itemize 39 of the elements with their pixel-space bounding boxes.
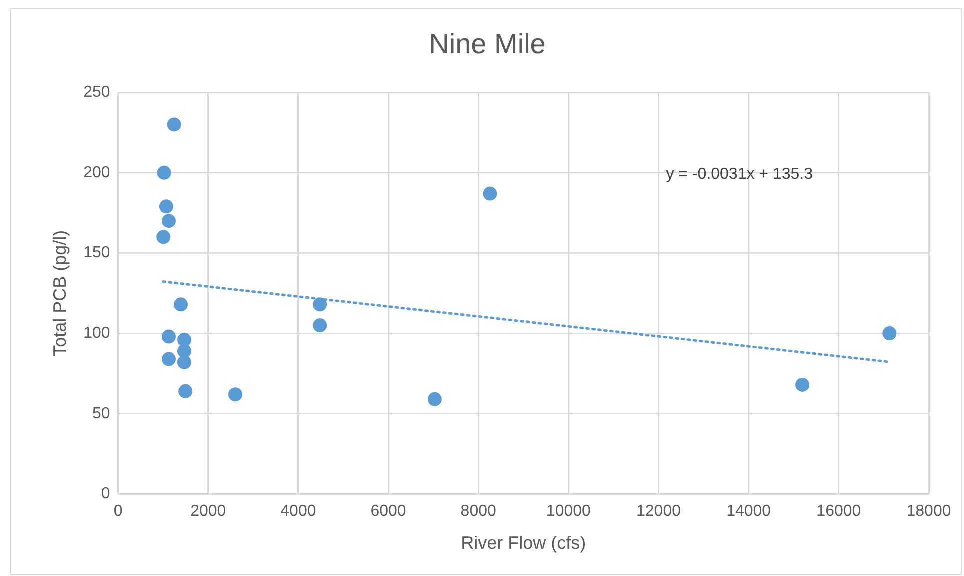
- y-axis-title: Total PCB (pg/l): [50, 230, 70, 356]
- y-tick-label: 0: [101, 486, 110, 503]
- x-tick-label: 14000: [726, 503, 772, 520]
- chart-title: Nine Mile: [429, 28, 546, 60]
- x-axis-title: River Flow (cfs): [461, 533, 586, 554]
- y-tick-label: 250: [84, 84, 110, 102]
- point: [428, 392, 442, 406]
- annotation: y = -0.0031x + 135.3: [666, 166, 814, 184]
- x-tick-label: 4000: [280, 503, 316, 520]
- y-tick-label: 100: [84, 324, 110, 342]
- point: [178, 332, 192, 347]
- point: [159, 200, 174, 214]
- x-tick-label: 10000: [546, 503, 592, 520]
- point: [174, 298, 188, 312]
- x-tick-label: 8000: [460, 503, 497, 520]
- point: [313, 318, 328, 333]
- point: [178, 355, 192, 370]
- point: [156, 230, 171, 244]
- point: [796, 378, 810, 392]
- x-tick-label: 18000: [906, 503, 952, 520]
- x-tick-label: 6000: [370, 503, 406, 520]
- point: [228, 388, 242, 402]
- y-tick-label: 50: [92, 405, 110, 422]
- point: [178, 344, 192, 358]
- point: [157, 166, 172, 180]
- point: [178, 384, 193, 398]
- x-tick-label: 12000: [636, 503, 682, 520]
- x-tick-label: 16000: [816, 503, 862, 520]
- y-tick-label: 150: [84, 244, 110, 262]
- point: [882, 326, 897, 341]
- point: [313, 298, 328, 312]
- point: [167, 118, 182, 132]
- point: [162, 330, 176, 344]
- y-tick-label: 200: [84, 164, 110, 182]
- x-tick-label: 2000: [190, 503, 226, 520]
- point: [483, 186, 498, 201]
- point: [162, 214, 176, 228]
- point: [162, 352, 176, 366]
- x-tick-label: 0: [114, 503, 123, 520]
